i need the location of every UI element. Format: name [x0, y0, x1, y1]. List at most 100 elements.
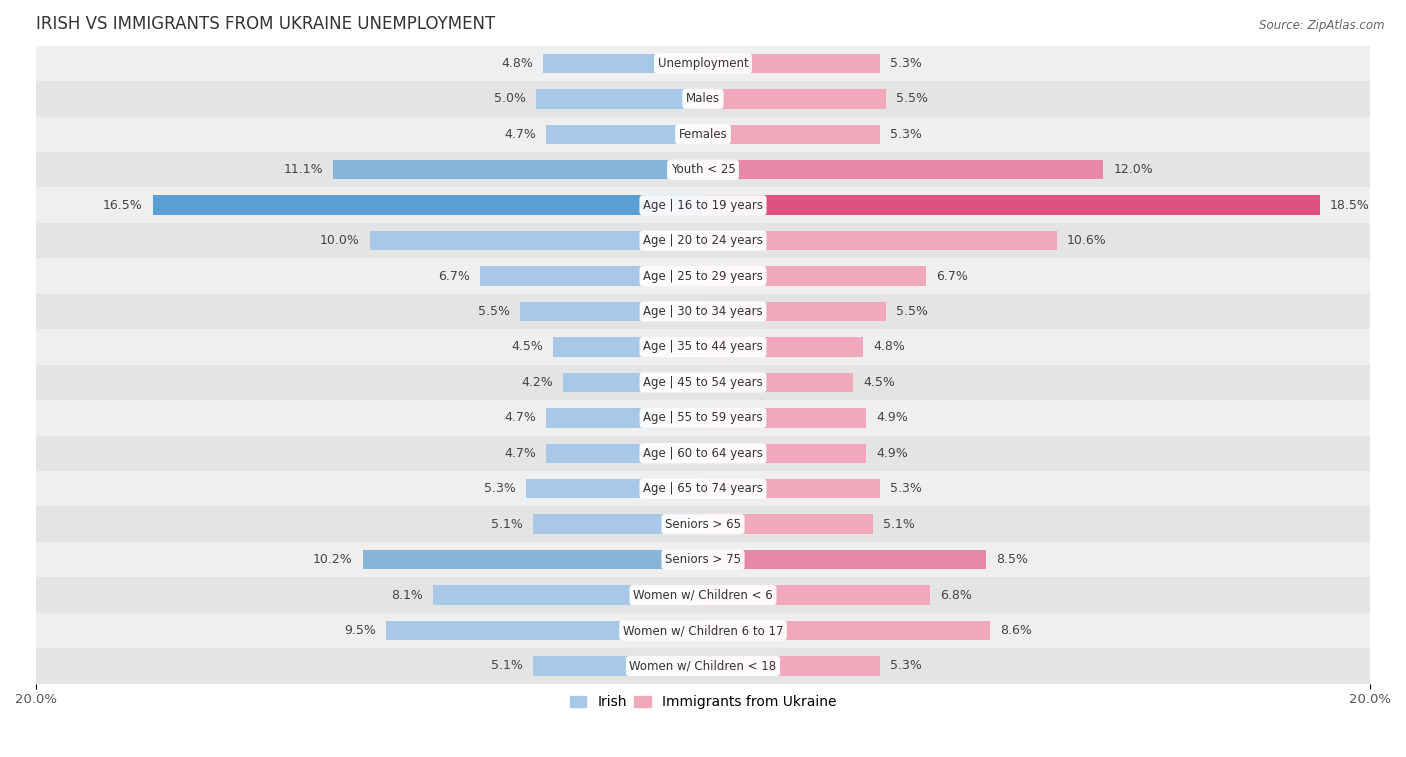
Text: Source: ZipAtlas.com: Source: ZipAtlas.com: [1260, 19, 1385, 32]
Bar: [433, 585, 703, 605]
Bar: [703, 515, 873, 534]
Text: Youth < 25: Youth < 25: [671, 164, 735, 176]
Text: 5.1%: 5.1%: [883, 518, 915, 531]
Text: 4.8%: 4.8%: [501, 57, 533, 70]
Text: 8.6%: 8.6%: [1000, 624, 1032, 637]
Text: 10.6%: 10.6%: [1067, 234, 1107, 247]
Bar: [526, 479, 703, 499]
Text: 8.1%: 8.1%: [391, 589, 423, 602]
Bar: [703, 54, 880, 73]
Bar: [37, 613, 1369, 648]
Text: Women w/ Children < 18: Women w/ Children < 18: [630, 659, 776, 672]
Text: Age | 35 to 44 years: Age | 35 to 44 years: [643, 341, 763, 354]
Text: 5.3%: 5.3%: [890, 659, 922, 672]
Text: 5.5%: 5.5%: [897, 305, 928, 318]
Bar: [37, 400, 1369, 435]
Text: 5.5%: 5.5%: [478, 305, 509, 318]
Bar: [37, 329, 1369, 365]
Text: 6.7%: 6.7%: [936, 269, 969, 282]
Bar: [703, 479, 880, 499]
Text: 4.7%: 4.7%: [505, 128, 536, 141]
Text: 5.3%: 5.3%: [890, 57, 922, 70]
Text: 5.1%: 5.1%: [491, 659, 523, 672]
Bar: [387, 621, 703, 640]
Text: Age | 16 to 19 years: Age | 16 to 19 years: [643, 198, 763, 212]
Bar: [37, 294, 1369, 329]
Bar: [703, 231, 1056, 251]
Text: 4.5%: 4.5%: [510, 341, 543, 354]
Bar: [553, 337, 703, 357]
Bar: [520, 302, 703, 321]
Text: 5.3%: 5.3%: [484, 482, 516, 495]
Bar: [37, 223, 1369, 258]
Bar: [703, 408, 866, 428]
Text: IRISH VS IMMIGRANTS FROM UKRAINE UNEMPLOYMENT: IRISH VS IMMIGRANTS FROM UKRAINE UNEMPLO…: [37, 15, 495, 33]
Text: 11.1%: 11.1%: [283, 164, 323, 176]
Text: 8.5%: 8.5%: [997, 553, 1028, 566]
Text: 9.5%: 9.5%: [344, 624, 377, 637]
Text: 4.5%: 4.5%: [863, 376, 896, 389]
Text: 10.0%: 10.0%: [319, 234, 360, 247]
Bar: [363, 550, 703, 569]
Bar: [703, 656, 880, 676]
Text: 4.9%: 4.9%: [876, 411, 908, 425]
Bar: [37, 506, 1369, 542]
Text: 4.8%: 4.8%: [873, 341, 905, 354]
Text: 5.0%: 5.0%: [495, 92, 526, 105]
Bar: [536, 89, 703, 108]
Bar: [37, 152, 1369, 188]
Bar: [153, 195, 703, 215]
Bar: [703, 195, 1320, 215]
Text: 4.9%: 4.9%: [876, 447, 908, 459]
Bar: [703, 160, 1104, 179]
Bar: [37, 365, 1369, 400]
Bar: [479, 266, 703, 286]
Text: Age | 65 to 74 years: Age | 65 to 74 years: [643, 482, 763, 495]
Bar: [533, 515, 703, 534]
Text: 4.7%: 4.7%: [505, 411, 536, 425]
Legend: Irish, Immigrants from Ukraine: Irish, Immigrants from Ukraine: [564, 690, 842, 715]
Bar: [333, 160, 703, 179]
Bar: [533, 656, 703, 676]
Text: 4.2%: 4.2%: [522, 376, 553, 389]
Bar: [37, 542, 1369, 578]
Text: Women w/ Children < 6: Women w/ Children < 6: [633, 589, 773, 602]
Bar: [703, 125, 880, 144]
Text: Age | 30 to 34 years: Age | 30 to 34 years: [643, 305, 763, 318]
Text: Males: Males: [686, 92, 720, 105]
Bar: [37, 648, 1369, 684]
Text: 10.2%: 10.2%: [314, 553, 353, 566]
Bar: [37, 81, 1369, 117]
Bar: [703, 89, 886, 108]
Bar: [547, 444, 703, 463]
Bar: [703, 621, 990, 640]
Text: Age | 60 to 64 years: Age | 60 to 64 years: [643, 447, 763, 459]
Bar: [703, 444, 866, 463]
Text: Seniors > 65: Seniors > 65: [665, 518, 741, 531]
Bar: [547, 125, 703, 144]
Bar: [703, 550, 987, 569]
Text: Women w/ Children 6 to 17: Women w/ Children 6 to 17: [623, 624, 783, 637]
Bar: [703, 302, 886, 321]
Bar: [370, 231, 703, 251]
Text: Age | 55 to 59 years: Age | 55 to 59 years: [643, 411, 763, 425]
Bar: [37, 578, 1369, 613]
Bar: [37, 471, 1369, 506]
Text: 6.7%: 6.7%: [437, 269, 470, 282]
Text: 12.0%: 12.0%: [1114, 164, 1153, 176]
Bar: [562, 372, 703, 392]
Bar: [37, 258, 1369, 294]
Text: 16.5%: 16.5%: [103, 198, 143, 212]
Text: 5.1%: 5.1%: [491, 518, 523, 531]
Bar: [703, 585, 929, 605]
Text: 6.8%: 6.8%: [939, 589, 972, 602]
Text: 5.3%: 5.3%: [890, 482, 922, 495]
Bar: [703, 372, 853, 392]
Bar: [703, 266, 927, 286]
Text: Age | 45 to 54 years: Age | 45 to 54 years: [643, 376, 763, 389]
Text: Unemployment: Unemployment: [658, 57, 748, 70]
Text: 18.5%: 18.5%: [1330, 198, 1369, 212]
Bar: [547, 408, 703, 428]
Text: Age | 25 to 29 years: Age | 25 to 29 years: [643, 269, 763, 282]
Bar: [37, 117, 1369, 152]
